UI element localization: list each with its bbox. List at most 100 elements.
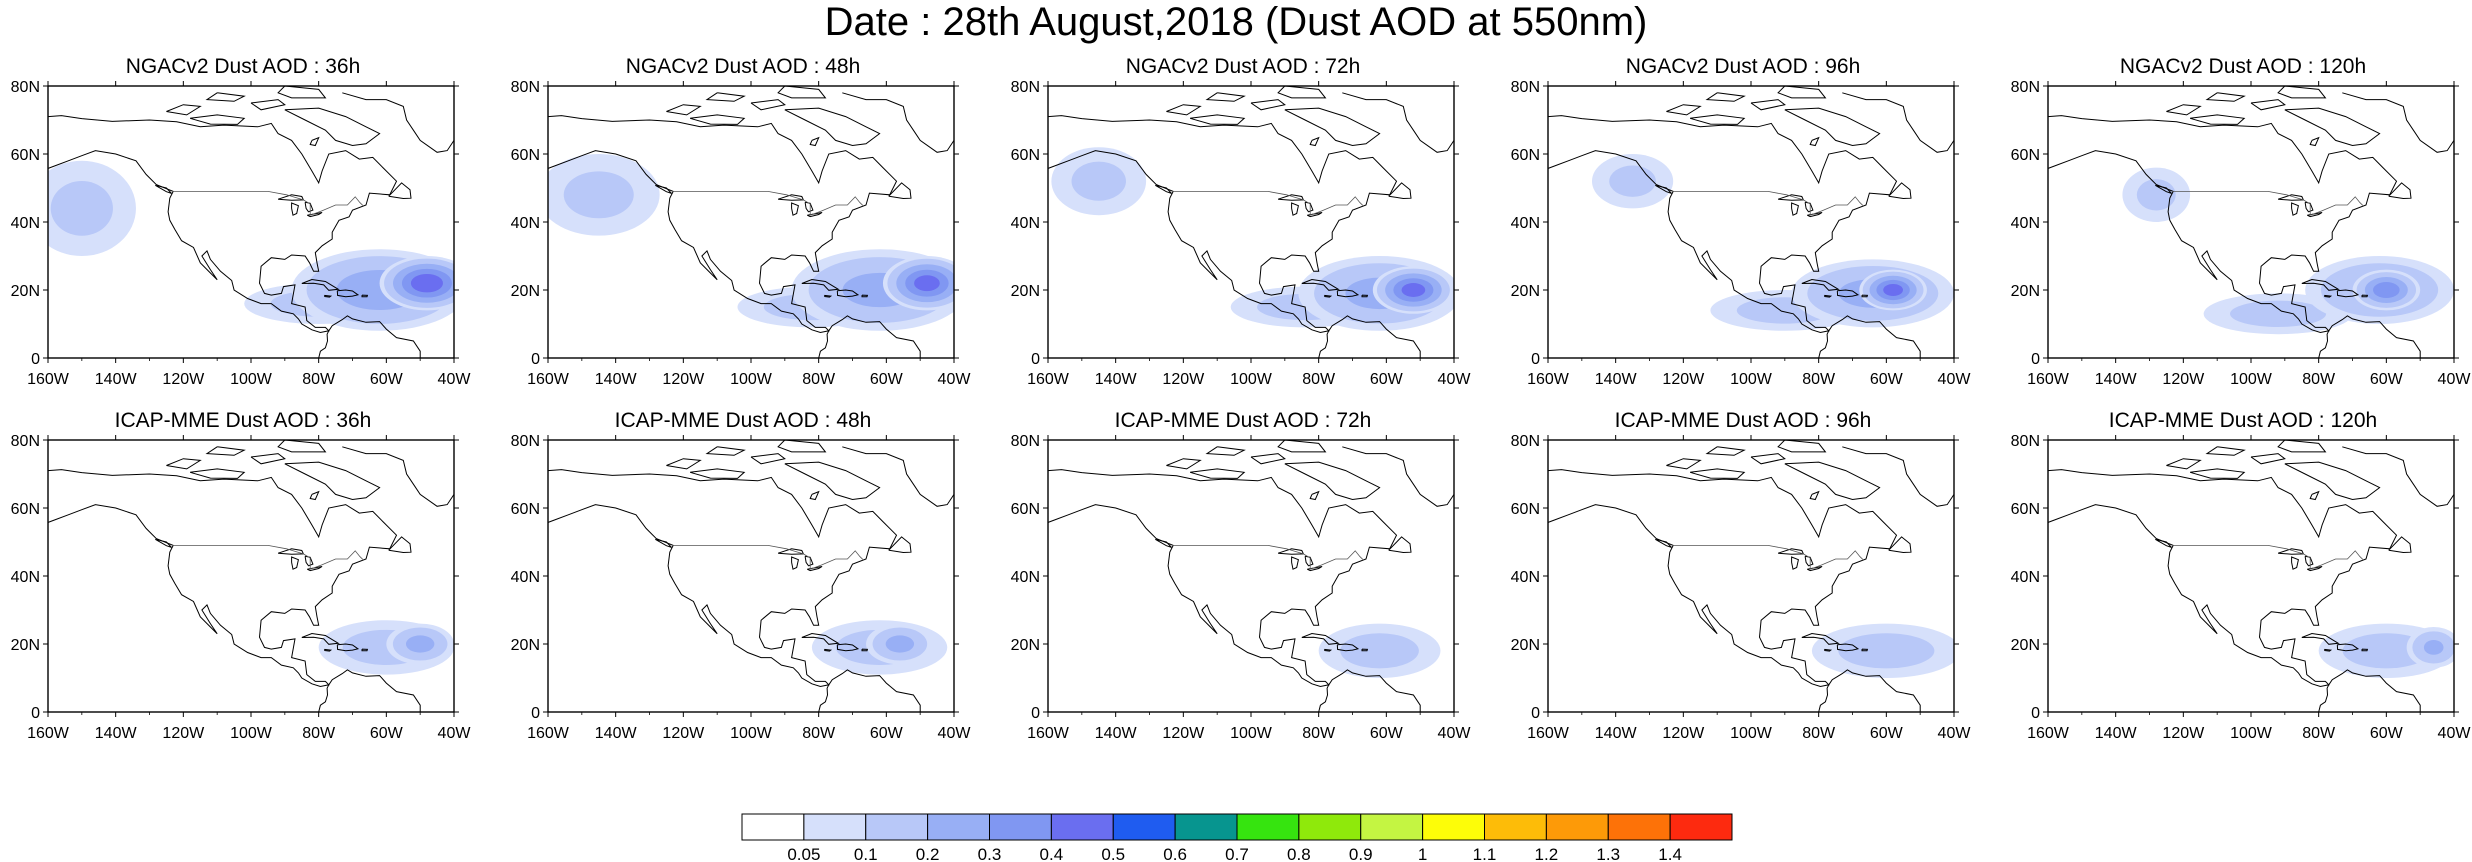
coastline-path [791,202,799,216]
coastline-path [2250,453,2286,465]
colorbar-swatch [1112,813,1176,841]
lon-tick-label: 100W [230,371,273,388]
coastline-path [1828,315,1921,358]
coastline-path [328,669,421,712]
colorbar-swatch [1236,813,1300,841]
border-path [1172,191,1363,216]
map-svg: 160W 140W 120W 100W 80W 60W 40W 0 20N 40N 60N 80N [1511,433,1972,742]
coastline-path [1291,202,1299,216]
border-path [1672,545,1863,570]
map-panel: NGACv2 Dust AOD : 120h 160W 140W 120W 100W 80… [2000,54,2472,414]
coastline-path [301,632,340,645]
coastline-path [1750,453,1786,465]
coastline-path [842,440,954,507]
map-svg: 160W 140W 120W 100W 80W 60W 40W 0 20N 40N 60N 80N [1011,433,1472,742]
lon-tick-label: 40W [2438,725,2472,742]
map-svg: 160W 140W 120W 100W 80W 60W 40W 0 20N 40N 60N 80N [11,79,472,388]
coastline-path [861,648,869,652]
aod-field [2122,167,2454,335]
coastline-path [2155,184,2172,194]
colorbar-swatch [1607,813,1671,841]
coastline-path [1809,136,1820,147]
lat-tick-label: 20N [511,283,540,300]
coastline-path [2336,289,2360,298]
coastline-path [189,114,246,125]
coastline-path [2291,202,2299,216]
colorbar-label: 0.05 [787,845,820,862]
aod-field [1811,623,1954,678]
lon-tick-label: 140W [1595,371,1638,388]
coastline-path [2328,669,2421,712]
lon-tick-label: 40W [438,371,472,388]
lon-tick-label: 60W [2370,725,2404,742]
lat-tick-label: 80N [1511,433,1540,450]
coastline-path [2189,114,2246,125]
coastline-path [1361,294,1369,298]
lon-tick-label: 60W [1370,725,1404,742]
colorbar-label: 1.1 [1473,845,1497,862]
aod-plume-mark [405,635,435,653]
lon-tick-label: 80W [302,725,336,742]
lon-tick-label: 160W [1027,725,1070,742]
aod-plume-mark [563,171,634,219]
lat-tick-label: 80N [1011,433,1040,450]
lat-tick-label: 40N [1511,215,1540,232]
coastline-path [1250,453,1286,465]
coastline-path [1328,669,1421,712]
coastline-path [1309,490,1320,501]
map-svg: 160W 140W 120W 100W 80W 60W 40W 0 20N 40N 60N 80N [1011,79,1472,388]
colorbar-label: 0.9 [1349,845,1373,862]
colorbar-label: 0.3 [978,845,1002,862]
coastline-path [1301,278,1340,291]
lat-tick-label: 80N [11,433,40,450]
figure-title: Date : 28th August,2018 (Dust AOD at 550… [824,0,1648,44]
colorbar-swatch [1050,813,1114,841]
map-panel: ICAP-MME Dust AOD : 36h 160W 140W 120W 100W 8… [0,408,486,768]
coastline-path [784,461,881,501]
lon-tick-label: 120W [2162,725,2205,742]
coastline-path [809,136,820,147]
coastline-path [250,453,286,465]
coastline-path [1861,648,1869,652]
coastline-path [2342,86,2454,153]
aod-field [811,620,948,675]
lat-tick-label: 0 [2031,705,2040,722]
lat-tick-label: 40N [1011,215,1040,232]
lon-tick-label: 160W [27,371,70,388]
map-panel: ICAP-MME Dust AOD : 72h 160W 140W 120W 100W 8… [1000,408,1486,768]
lon-tick-label: 60W [1370,371,1404,388]
coastlines [1048,440,1454,712]
lat-tick-label: 60N [1011,501,1040,518]
lon-tick-label: 120W [1662,725,1705,742]
coastline-path [777,194,805,201]
lon-tick-label: 60W [870,725,904,742]
lon-tick-label: 100W [1230,725,1273,742]
coastline-path [1777,86,1827,99]
colorbar-label: 0.7 [1225,845,1249,862]
coastlines [1548,440,1954,712]
coastline-path [2250,99,2286,111]
coastlines [548,440,954,712]
lon-tick-label: 60W [870,371,904,388]
panel-title: ICAP-MME Dust AOD : 36h [114,409,372,432]
coastline-path [1777,548,1805,555]
lat-tick-label: 0 [531,705,540,722]
colorbar-swatch [741,813,805,841]
lon-tick-label: 40W [1438,725,1472,742]
aod-field [1318,623,1441,678]
coastline-path [818,684,830,712]
coastline-path [655,184,672,194]
lon-tick-label: 80W [802,371,836,388]
coastlines [48,440,454,712]
coastline-path [1205,446,1246,456]
coastline-path [1250,99,1286,111]
lat-tick-label: 0 [531,351,540,368]
coastline-path [1318,684,1330,712]
coastline-path [1301,632,1340,645]
coastline-path [328,315,421,358]
aod-plume-mark [410,273,443,293]
coastline-path [2277,548,2305,555]
colorbar-swatch [803,813,867,841]
coastline-path [809,490,820,501]
aod-plume-mark [885,635,915,653]
